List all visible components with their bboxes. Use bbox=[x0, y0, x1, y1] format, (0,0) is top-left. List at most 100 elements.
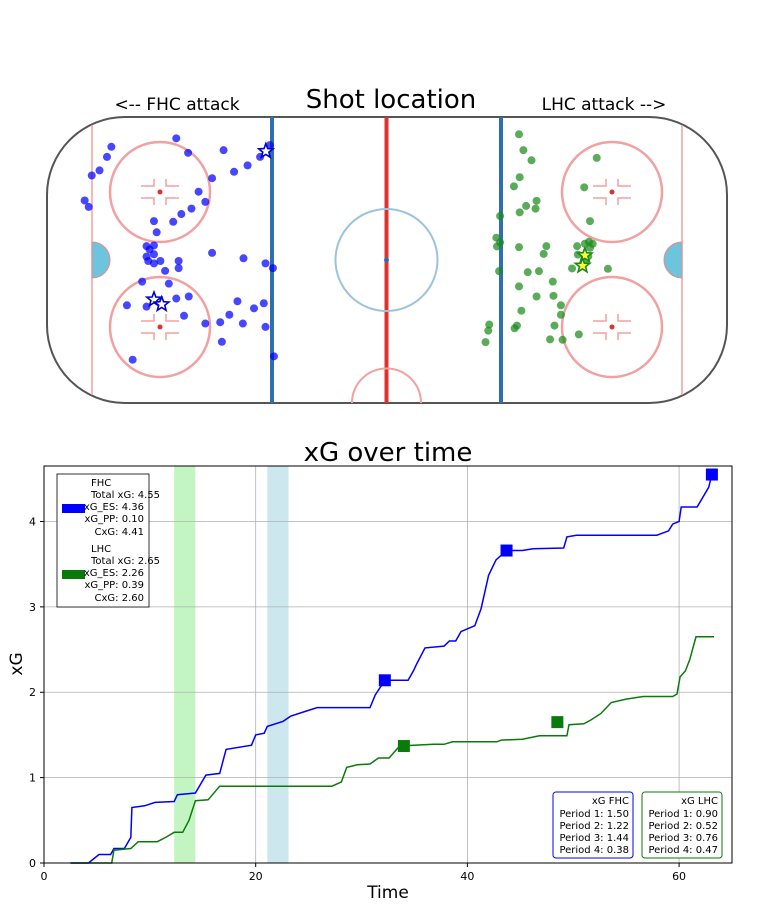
shot-point-fhc-46 bbox=[217, 337, 226, 346]
shot-point-fhc-2 bbox=[95, 166, 104, 175]
shot-point-lhc-40 bbox=[481, 338, 490, 347]
shot-point-fhc-25 bbox=[149, 259, 158, 268]
shot-point-lhc-39 bbox=[484, 326, 493, 335]
y-tick-label-2: 2 bbox=[29, 686, 36, 699]
period-fhc-line-1: Period 1: 1.50 bbox=[559, 809, 629, 820]
shot-point-fhc-4 bbox=[80, 196, 89, 205]
left-crease bbox=[91, 241, 111, 279]
faceoff-circle-top-left bbox=[108, 140, 212, 244]
shot-point-lhc-38 bbox=[485, 320, 494, 329]
shot-point-lhc-30 bbox=[514, 282, 523, 291]
shot-point-lhc-0 bbox=[514, 130, 523, 139]
faceoff-circle-bottom-right bbox=[560, 275, 664, 379]
period-box-lhc: xG LHC Period 1: 0.90 Period 2: 0.52 Per… bbox=[641, 791, 723, 859]
shot-point-lhc-13 bbox=[514, 243, 523, 252]
x-tick-label-2: 40 bbox=[460, 870, 474, 883]
legend-fhc-line-1: Total xG: 4.55 bbox=[90, 490, 160, 501]
shot-point-lhc-33 bbox=[532, 292, 541, 301]
shot-point-fhc-14 bbox=[177, 210, 186, 219]
y-tick-label-3: 3 bbox=[29, 601, 36, 614]
faceoff-circle-top-right bbox=[560, 140, 664, 244]
shot-point-lhc-32 bbox=[549, 291, 558, 300]
period-fhc-line-0: xG FHC bbox=[592, 796, 629, 807]
period-fhc-line-4: Period 4: 0.38 bbox=[559, 845, 629, 856]
period-lhc-line-0: xG LHC bbox=[681, 796, 718, 807]
shot-point-lhc-5 bbox=[522, 201, 531, 210]
xg-line-lhc bbox=[70, 636, 714, 864]
shot-point-lhc-6 bbox=[515, 208, 524, 217]
period-fhc-line-2: Period 2: 1.22 bbox=[559, 821, 629, 832]
shot-point-fhc-5 bbox=[84, 202, 93, 211]
shot-point-fhc-42 bbox=[216, 318, 225, 327]
center-dot bbox=[384, 257, 389, 263]
shot-point-lhc-26 bbox=[603, 264, 612, 273]
shot-point-fhc-21 bbox=[149, 250, 158, 259]
shot-point-lhc-15 bbox=[542, 242, 551, 251]
shot-point-fhc-47 bbox=[261, 322, 270, 331]
shot-point-fhc-16 bbox=[149, 217, 158, 226]
period-lhc-line-4: Period 4: 0.47 bbox=[648, 845, 718, 856]
shaded-period-0 bbox=[174, 466, 196, 863]
shot-point-lhc-31 bbox=[548, 277, 557, 286]
legend-lhc-line-0: LHC bbox=[91, 544, 111, 555]
shot-point-lhc-36 bbox=[556, 310, 565, 319]
xg-title: xG over time bbox=[304, 438, 473, 468]
legend-swatch-lhc bbox=[62, 570, 85, 579]
right-crease bbox=[663, 241, 683, 279]
legend-fhc-line-2: xG_ES: 4.36 bbox=[84, 502, 144, 513]
shot-point-fhc-28 bbox=[208, 248, 217, 257]
goal-star-fhc-2 bbox=[152, 294, 172, 313]
goal-star-fhc-0 bbox=[256, 141, 276, 159]
shot-point-lhc-41 bbox=[510, 324, 519, 333]
shot-point-fhc-40 bbox=[250, 304, 259, 313]
shot-point-fhc-12 bbox=[194, 187, 203, 196]
legend-lhc-line-1: Total xG: 2.65 bbox=[90, 556, 160, 567]
y-axis-label: xG bbox=[7, 652, 27, 675]
goal-star-lhc-0 bbox=[575, 245, 595, 264]
shot-point-lhc-24 bbox=[580, 183, 589, 192]
shot-point-fhc-36 bbox=[172, 294, 181, 303]
legend-lhc-line-2: xG_ES: 2.26 bbox=[84, 568, 144, 579]
axis-ticks: 0 20 40 60 0 1 2 3 4 bbox=[29, 515, 686, 883]
shot-point-fhc-11 bbox=[201, 197, 210, 206]
shot-point-fhc-9 bbox=[230, 167, 239, 176]
goal-star-fhc-1 bbox=[144, 289, 164, 308]
x-tick-label-3: 60 bbox=[672, 870, 686, 883]
shot-point-lhc-29 bbox=[495, 267, 504, 276]
y-tick-label-1: 1 bbox=[29, 772, 36, 785]
shot-point-lhc-14 bbox=[539, 249, 548, 258]
shot-point-lhc-43 bbox=[558, 335, 567, 344]
shot-point-fhc-8 bbox=[219, 146, 228, 155]
shot-point-fhc-35 bbox=[184, 292, 193, 301]
shot-point-fhc-10 bbox=[208, 174, 217, 183]
shot-point-lhc-2 bbox=[527, 156, 536, 165]
x-axis-label: Time bbox=[366, 883, 409, 903]
shot-point-fhc-6 bbox=[172, 134, 181, 143]
shot-point-fhc-39 bbox=[259, 299, 268, 308]
shot-point-fhc-17 bbox=[152, 228, 161, 237]
shot-point-lhc-44 bbox=[546, 335, 555, 344]
shot-point-lhc-35 bbox=[556, 301, 565, 310]
shot-point-fhc-13 bbox=[187, 204, 196, 213]
shot-point-fhc-29 bbox=[239, 254, 248, 263]
shot-point-lhc-46 bbox=[568, 264, 577, 273]
shot-point-fhc-32 bbox=[161, 266, 170, 275]
xg-marker-fhc-1 bbox=[500, 544, 513, 557]
shot-point-fhc-41 bbox=[238, 319, 247, 328]
shot-point-lhc-4 bbox=[509, 182, 518, 191]
y-tick-label-0: 0 bbox=[29, 857, 36, 870]
shot-point-fhc-1 bbox=[102, 152, 111, 161]
xg-marker-lhc-0 bbox=[397, 740, 410, 753]
shot-point-fhc-50 bbox=[128, 355, 137, 364]
shot-point-fhc-30 bbox=[261, 259, 270, 268]
shot-point-lhc-1 bbox=[519, 146, 528, 155]
shaded-periods bbox=[174, 466, 289, 863]
shot-point-fhc-37 bbox=[233, 297, 242, 306]
xg-lines bbox=[70, 468, 718, 864]
shot-point-lhc-12 bbox=[493, 242, 502, 251]
shot-point-lhc-7 bbox=[532, 196, 541, 205]
shot-point-lhc-45 bbox=[574, 330, 583, 339]
period-box-fhc: xG FHC Period 1: 1.50 Period 2: 1.22 Per… bbox=[552, 791, 634, 859]
rink-title: Shot location bbox=[306, 85, 477, 115]
